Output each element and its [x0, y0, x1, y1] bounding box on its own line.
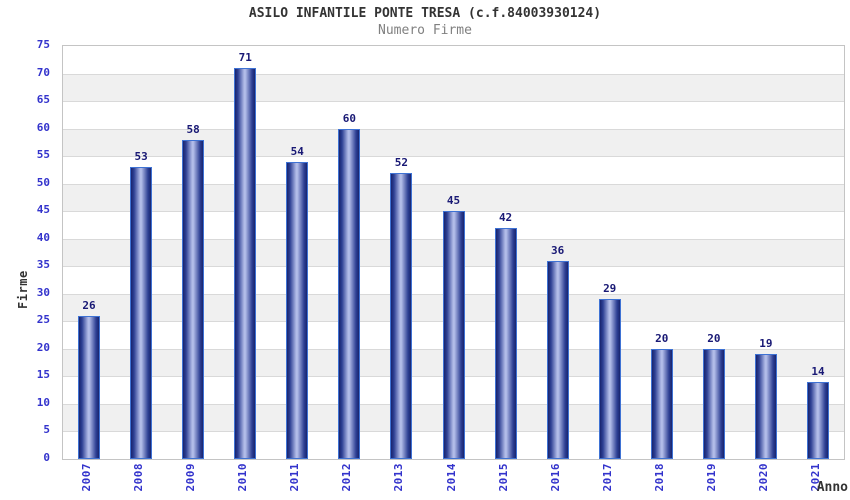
- bar-2015: [494, 227, 517, 459]
- chart-title: ASILO INFANTILE PONTE TRESA (c.f.8400393…: [248, 6, 602, 21]
- bar-2009: [182, 139, 205, 459]
- bar-2007: [78, 315, 101, 459]
- bar-2012: [338, 128, 361, 459]
- y-tick-label: 70: [36, 65, 50, 79]
- gridline: [63, 183, 844, 185]
- bar-2013: [390, 172, 413, 459]
- x-tick-label: 2020: [756, 463, 770, 492]
- gridline: [63, 156, 844, 158]
- y-tick-label: 60: [36, 120, 50, 134]
- bar-value-label: 20: [655, 331, 669, 345]
- bar-value-label: 54: [290, 144, 304, 158]
- bar-2017: [598, 299, 621, 459]
- y-tick-label: 25: [36, 313, 50, 327]
- x-tick-label: 2016: [548, 463, 562, 492]
- y-tick-label: 10: [36, 395, 50, 409]
- y-tick-label: 35: [36, 258, 50, 272]
- x-tick-label: 2019: [704, 463, 718, 492]
- x-tick-label: 2012: [340, 463, 354, 492]
- y-tick-label: 50: [36, 175, 50, 189]
- x-tick-label: 2009: [184, 463, 198, 492]
- x-tick-label: 2008: [132, 463, 146, 492]
- bar-2019: [702, 348, 725, 459]
- bar-value-label: 36: [551, 243, 565, 257]
- x-tick-label: 2011: [288, 463, 302, 492]
- bar-value-label: 52: [394, 155, 409, 169]
- y-tick-label: 30: [36, 285, 50, 299]
- y-tick-label: 20: [36, 340, 50, 354]
- bar-2008: [130, 167, 153, 459]
- x-tick-label: 2014: [444, 463, 458, 492]
- bar-value-label: 42: [498, 210, 513, 224]
- gridline: [63, 101, 844, 103]
- bar-2018: [650, 348, 673, 459]
- bar-value-label: 20: [707, 331, 721, 345]
- y-tick-label: 40: [36, 230, 50, 244]
- x-axis-title: Anno: [816, 480, 848, 495]
- bar-2016: [546, 260, 569, 459]
- bar-2021: [806, 381, 829, 459]
- gridline: [63, 73, 844, 75]
- bar-value-label: 58: [186, 122, 200, 136]
- bar-value-label: 53: [134, 150, 148, 164]
- x-tick-label: 2007: [80, 463, 94, 492]
- y-axis-tick-labels: 0 5 10 15 20 25 30 35 40 45 50 55 60 65 70 75: [0, 0, 56, 500]
- gridline: [63, 128, 844, 130]
- chart-subtitle: Numero Firme: [378, 23, 472, 38]
- bar-value-label: 19: [759, 337, 773, 351]
- y-tick-label: 55: [36, 148, 50, 162]
- y-tick-label: 15: [36, 368, 50, 382]
- bar-value-label: 26: [82, 298, 96, 312]
- plot-band: [63, 73, 844, 102]
- y-tick-label: 65: [36, 93, 50, 107]
- bar-2011: [286, 161, 309, 459]
- x-tick-label: 2015: [496, 463, 510, 492]
- x-tick-label: 2010: [236, 463, 250, 492]
- bar-value-label: 45: [446, 194, 461, 208]
- x-tick-label: 2017: [600, 463, 614, 492]
- x-tick-label: 2018: [652, 463, 666, 492]
- bar-2020: [754, 354, 777, 459]
- y-tick-label: 5: [43, 423, 50, 437]
- bar-value-label: 14: [811, 364, 825, 378]
- bar-2010: [234, 68, 257, 459]
- bar-value-label: 60: [342, 111, 356, 125]
- bar-2014: [442, 211, 465, 459]
- y-tick-label: 75: [36, 38, 50, 51]
- y-tick-label: 0: [43, 451, 50, 464]
- plot-area: 26 53 58 71 54 60 52 45 42 36 29 20 20 19 14: [62, 45, 845, 460]
- bar-value-label: 29: [603, 282, 617, 296]
- x-axis-tick-labels: 2007 2008 2009 2010 2011 2012 2013 2014 2015 2016…: [62, 461, 845, 499]
- y-tick-label: 45: [36, 203, 50, 217]
- x-tick-label: 2013: [392, 463, 406, 492]
- bar-value-label: 71: [238, 51, 252, 65]
